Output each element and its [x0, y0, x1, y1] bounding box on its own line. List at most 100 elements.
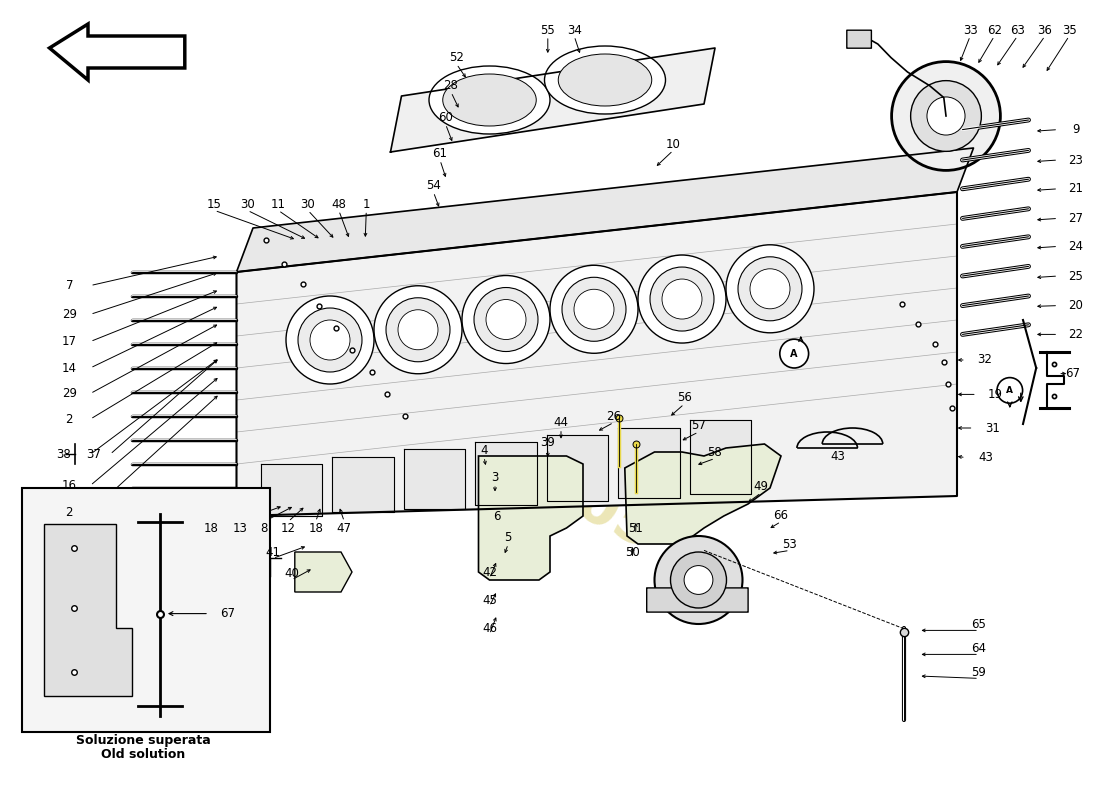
Text: 9: 9: [1072, 123, 1079, 136]
Ellipse shape: [442, 74, 537, 126]
Text: 23: 23: [1068, 154, 1084, 166]
Text: 18: 18: [308, 522, 323, 534]
Text: 1: 1: [363, 198, 370, 210]
Text: 66: 66: [773, 509, 789, 522]
Circle shape: [927, 97, 965, 135]
Text: 38: 38: [56, 448, 72, 461]
Text: 43: 43: [830, 450, 846, 462]
Text: 60: 60: [438, 111, 453, 124]
Text: Old solution: Old solution: [101, 748, 185, 761]
Polygon shape: [44, 524, 132, 696]
Polygon shape: [261, 464, 322, 516]
Text: 58: 58: [707, 446, 723, 458]
Text: 67: 67: [220, 607, 235, 620]
Text: 57: 57: [691, 419, 706, 432]
Text: 55: 55: [540, 24, 556, 37]
Circle shape: [574, 290, 614, 330]
Text: 5: 5: [505, 531, 512, 544]
Text: 29: 29: [62, 387, 77, 400]
Circle shape: [997, 378, 1023, 403]
Text: 22: 22: [1068, 328, 1084, 341]
Circle shape: [638, 255, 726, 343]
Text: 30: 30: [300, 198, 316, 210]
Text: 46: 46: [482, 622, 497, 634]
Text: 33: 33: [962, 24, 978, 37]
Circle shape: [780, 339, 808, 368]
Text: 49: 49: [754, 480, 769, 493]
Polygon shape: [690, 420, 751, 494]
Ellipse shape: [544, 46, 666, 114]
Circle shape: [550, 266, 638, 354]
Text: 54: 54: [426, 179, 441, 192]
Ellipse shape: [559, 54, 652, 106]
Text: 14: 14: [62, 362, 77, 374]
Circle shape: [738, 257, 802, 321]
Text: 56: 56: [676, 391, 692, 404]
Text: 11: 11: [271, 198, 286, 210]
Text: 31: 31: [984, 422, 1000, 434]
Text: 29: 29: [62, 308, 77, 321]
Text: 40: 40: [284, 567, 299, 580]
Text: 2: 2: [66, 506, 73, 518]
Text: 36: 36: [1037, 24, 1053, 37]
Text: 32: 32: [977, 354, 992, 366]
Text: 65: 65: [971, 618, 987, 630]
Text: la passione
che muove
il mondo: la passione che muove il mondo: [422, 316, 678, 524]
Circle shape: [462, 275, 550, 363]
Text: 6: 6: [494, 510, 501, 522]
Text: 53: 53: [782, 538, 797, 550]
Text: 62: 62: [987, 24, 1002, 37]
Polygon shape: [404, 450, 465, 509]
Circle shape: [684, 566, 713, 594]
FancyBboxPatch shape: [847, 30, 871, 48]
Text: 18: 18: [204, 522, 219, 534]
Circle shape: [671, 552, 726, 608]
Polygon shape: [236, 148, 974, 272]
Text: 24: 24: [1068, 240, 1084, 253]
Polygon shape: [390, 48, 715, 152]
Text: A: A: [1006, 386, 1013, 395]
Text: 45: 45: [482, 594, 497, 606]
Circle shape: [911, 81, 981, 151]
Circle shape: [398, 310, 438, 350]
Text: 13: 13: [232, 522, 248, 534]
Circle shape: [726, 245, 814, 333]
Polygon shape: [478, 456, 583, 580]
Text: 28: 28: [443, 79, 459, 92]
Polygon shape: [475, 442, 537, 505]
Text: 63: 63: [1010, 24, 1025, 37]
Text: 7: 7: [66, 279, 73, 292]
Text: 16: 16: [62, 479, 77, 492]
Text: 42: 42: [482, 566, 497, 578]
Circle shape: [654, 536, 743, 624]
Text: 47: 47: [337, 522, 352, 534]
Text: 20: 20: [1068, 299, 1084, 312]
Text: 48: 48: [331, 198, 346, 210]
Text: 52: 52: [449, 51, 464, 64]
Circle shape: [486, 299, 526, 339]
Text: 50: 50: [625, 546, 640, 558]
Text: 61: 61: [432, 147, 448, 160]
Text: 10: 10: [666, 138, 681, 150]
Text: 67: 67: [1065, 367, 1080, 380]
Polygon shape: [295, 552, 352, 592]
Text: A: A: [791, 349, 798, 358]
Text: 2: 2: [66, 413, 73, 426]
Text: 64: 64: [971, 642, 987, 654]
Text: 41: 41: [265, 546, 280, 558]
Circle shape: [892, 62, 1000, 170]
Text: 59: 59: [971, 666, 987, 678]
Text: 17: 17: [62, 335, 77, 348]
Text: 34: 34: [566, 24, 582, 37]
Text: 2005: 2005: [495, 437, 666, 563]
Text: 35: 35: [1062, 24, 1077, 37]
Text: 51: 51: [628, 522, 643, 534]
Circle shape: [374, 286, 462, 374]
Text: 12: 12: [280, 522, 296, 534]
Circle shape: [562, 278, 626, 342]
Circle shape: [750, 269, 790, 309]
Text: 4: 4: [481, 444, 487, 457]
Circle shape: [650, 267, 714, 331]
Text: 27: 27: [1068, 212, 1084, 225]
Text: 25: 25: [1068, 270, 1084, 282]
